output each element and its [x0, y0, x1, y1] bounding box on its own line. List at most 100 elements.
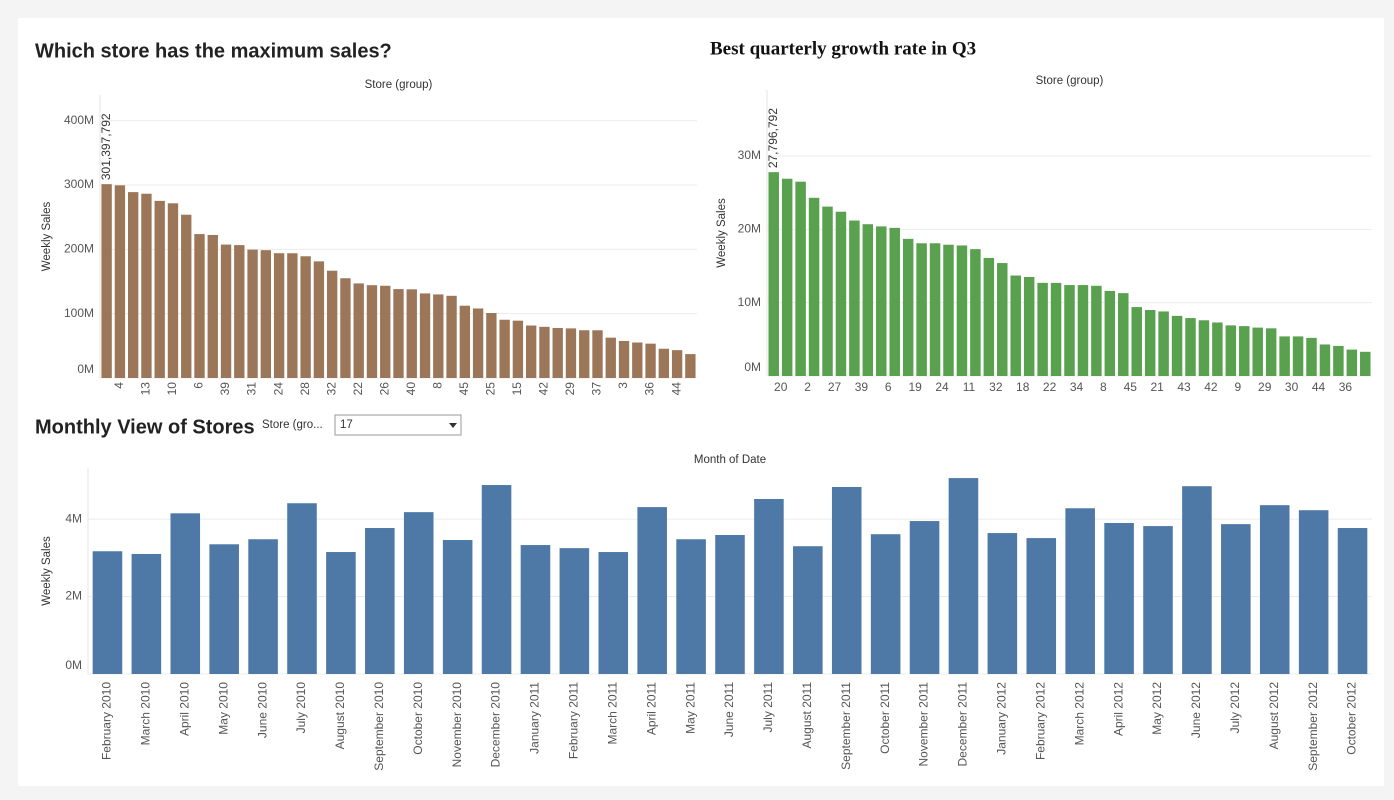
- bar: [637, 507, 667, 674]
- x-tick-label: 40: [404, 382, 418, 396]
- bar: [1023, 277, 1035, 376]
- x-tick-label: April 2010: [177, 682, 191, 736]
- bar: [970, 249, 981, 376]
- bar: [365, 528, 395, 674]
- y-tick-label: 100M: [64, 306, 94, 320]
- x-tick-label: 36: [1339, 380, 1353, 394]
- x-tick-label: May 2012: [1150, 682, 1164, 735]
- bar: [1091, 285, 1102, 376]
- dropdown-box[interactable]: [334, 414, 462, 436]
- bar: [459, 305, 471, 378]
- x-tick-label: 31: [245, 382, 259, 396]
- x-tick-label: May 2010: [216, 682, 230, 735]
- y-axis-title: Weekly Sales: [716, 198, 728, 268]
- y-tick-label: 0M: [77, 362, 94, 376]
- bar: [1239, 326, 1250, 376]
- chart-title: Which store has the maximum sales?: [35, 40, 392, 62]
- x-tick-label: September 2012: [1306, 682, 1320, 771]
- x-tick-label: 30: [1285, 380, 1299, 394]
- bar: [207, 234, 218, 378]
- chart-title: Best quarterly growth rate in Q3: [710, 38, 976, 59]
- bar: [1026, 538, 1057, 674]
- x-tick-label: 36: [643, 382, 657, 396]
- x-tick-label: 44: [1312, 380, 1326, 394]
- bar: [1171, 315, 1183, 376]
- bar: [552, 327, 563, 378]
- x-tick-label: April 2012: [1111, 682, 1125, 736]
- bar: [1131, 307, 1142, 376]
- x-tick-label: October 2012: [1345, 682, 1359, 755]
- x-tick-label: March 2011: [605, 682, 619, 745]
- bar: [983, 257, 995, 376]
- bar: [916, 243, 927, 376]
- value-label: 301,397,792: [99, 113, 113, 180]
- bar: [525, 325, 537, 378]
- x-tick-label: 15: [510, 382, 524, 396]
- x-tick-label: June 2011: [722, 682, 736, 737]
- dropdown-value[interactable]: 17: [340, 419, 353, 431]
- bar: [520, 545, 551, 674]
- bar: [685, 354, 696, 378]
- x-tick-label: 45: [1124, 380, 1138, 394]
- x-tick-label: 32: [989, 380, 1003, 394]
- x-tick-label: March 2012: [1072, 682, 1086, 746]
- bar: [618, 340, 630, 378]
- bar: [340, 278, 351, 378]
- x-tick-label: 34: [1070, 380, 1084, 394]
- bar: [287, 253, 298, 378]
- x-tick-label: February 2012: [1033, 682, 1047, 760]
- y-tick-label: 300M: [64, 177, 94, 191]
- x-tick-label: 3: [616, 382, 630, 389]
- x-tick-label: 24: [271, 382, 285, 396]
- x-tick-label: 4: [112, 382, 126, 389]
- bar: [876, 226, 887, 376]
- x-tick-label: 9: [1234, 380, 1241, 394]
- bar: [1037, 282, 1048, 376]
- x-tick-label: December 2011: [956, 682, 970, 767]
- bar: [194, 234, 205, 378]
- bar: [353, 283, 364, 378]
- filter-dropdown[interactable]: 17: [334, 414, 462, 436]
- x-tick-label: January 2011: [528, 682, 542, 754]
- y-tick-label: 200M: [64, 242, 94, 256]
- bar: [1104, 522, 1134, 674]
- bar: [943, 244, 954, 376]
- bar: [1143, 526, 1173, 674]
- bar: [512, 320, 524, 378]
- x-tick-label: March 2010: [139, 682, 153, 746]
- bar: [300, 256, 311, 378]
- x-tick-label: August 2011: [800, 682, 814, 749]
- x-tick-label: November 2010: [450, 682, 464, 768]
- bar: [870, 534, 901, 674]
- bar: [446, 295, 457, 378]
- bar: [220, 244, 232, 378]
- x-tick-label: 6: [885, 380, 892, 394]
- bar: [862, 224, 874, 376]
- x-tick-label: September 2010: [372, 682, 386, 771]
- bar: [1221, 524, 1251, 674]
- x-tick-label: 8: [1100, 380, 1107, 394]
- x-tick-label: 28: [298, 382, 312, 396]
- bar: [645, 343, 656, 378]
- bar: [997, 263, 1008, 376]
- bar: [559, 548, 590, 674]
- bar: [1077, 285, 1089, 376]
- bar: [835, 211, 847, 376]
- bar: [579, 330, 590, 378]
- bar: [1144, 310, 1156, 376]
- y-tick-label: 30M: [738, 148, 761, 162]
- bar: [472, 308, 484, 378]
- x-tick-label: February 2010: [100, 682, 114, 760]
- bar: [849, 220, 860, 376]
- chart-title: Monthly View of Stores: [35, 416, 255, 438]
- bar: [795, 181, 806, 376]
- bar: [929, 243, 941, 376]
- x-tick-label: June 2010: [255, 682, 269, 738]
- x-tick-label: April 2011: [644, 682, 658, 735]
- dropdown-arrow[interactable]: [449, 423, 457, 428]
- bar: [273, 253, 285, 378]
- x-tick-label: 25: [484, 382, 498, 396]
- x-tick-label: 37: [590, 382, 604, 396]
- bar: [598, 552, 629, 674]
